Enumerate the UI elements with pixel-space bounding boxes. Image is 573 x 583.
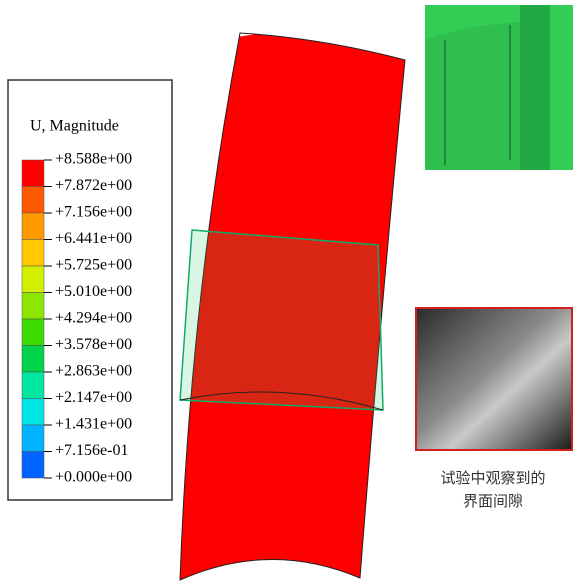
legend-swatch [22, 240, 44, 267]
legend-label: +0.000e+00 [55, 469, 132, 486]
legend-label: +7.872e+00 [55, 177, 132, 194]
legend-title: U, Magnitude [30, 118, 119, 135]
legend-swatch [22, 399, 44, 426]
legend-swatch [22, 372, 44, 399]
legend-swatch [22, 346, 44, 373]
legend-label: +8.588e+00 [55, 151, 132, 168]
legend-label: +7.156e+00 [55, 204, 132, 221]
legend-label: +5.010e+00 [55, 283, 132, 300]
legend-swatch [22, 266, 44, 293]
figure: U, Magnitude 试验中观察到的 界面间隙 +8.588e+00 +7.8… [0, 0, 573, 583]
legend-label: +6.441e+00 [55, 230, 132, 247]
inset-photo [416, 308, 572, 450]
legend-swatch [22, 452, 44, 479]
caption-line: 试验中观察到的 [440, 469, 545, 487]
legend-swatch [22, 187, 44, 214]
legend-label: +5.725e+00 [55, 257, 132, 274]
legend-label: +7.156e-01 [55, 442, 128, 459]
legend-swatch [22, 425, 44, 452]
legend-swatch [22, 319, 44, 346]
caption-line: 界面间隙 [463, 492, 523, 510]
legend-swatch [22, 213, 44, 240]
legend-label: +1.431e+00 [55, 416, 132, 433]
inset-model [425, 5, 573, 170]
legend-swatch [22, 293, 44, 320]
legend-label: +4.294e+00 [55, 310, 132, 327]
sleeve [180, 230, 383, 410]
legend-label: +3.578e+00 [55, 336, 132, 353]
legend-swatch [22, 160, 44, 187]
legend-label: +2.147e+00 [55, 389, 132, 406]
legend-label: +2.863e+00 [55, 363, 132, 380]
